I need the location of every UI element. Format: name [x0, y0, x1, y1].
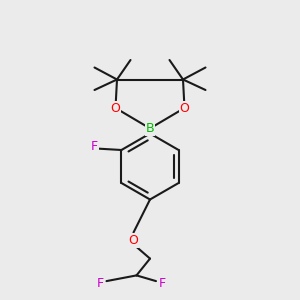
Text: F: F — [158, 277, 166, 290]
Text: O: O — [111, 101, 120, 115]
Text: O: O — [180, 101, 189, 115]
Text: B: B — [146, 122, 154, 135]
Text: F: F — [97, 277, 104, 290]
Text: F: F — [91, 140, 98, 154]
Text: O: O — [129, 233, 138, 247]
